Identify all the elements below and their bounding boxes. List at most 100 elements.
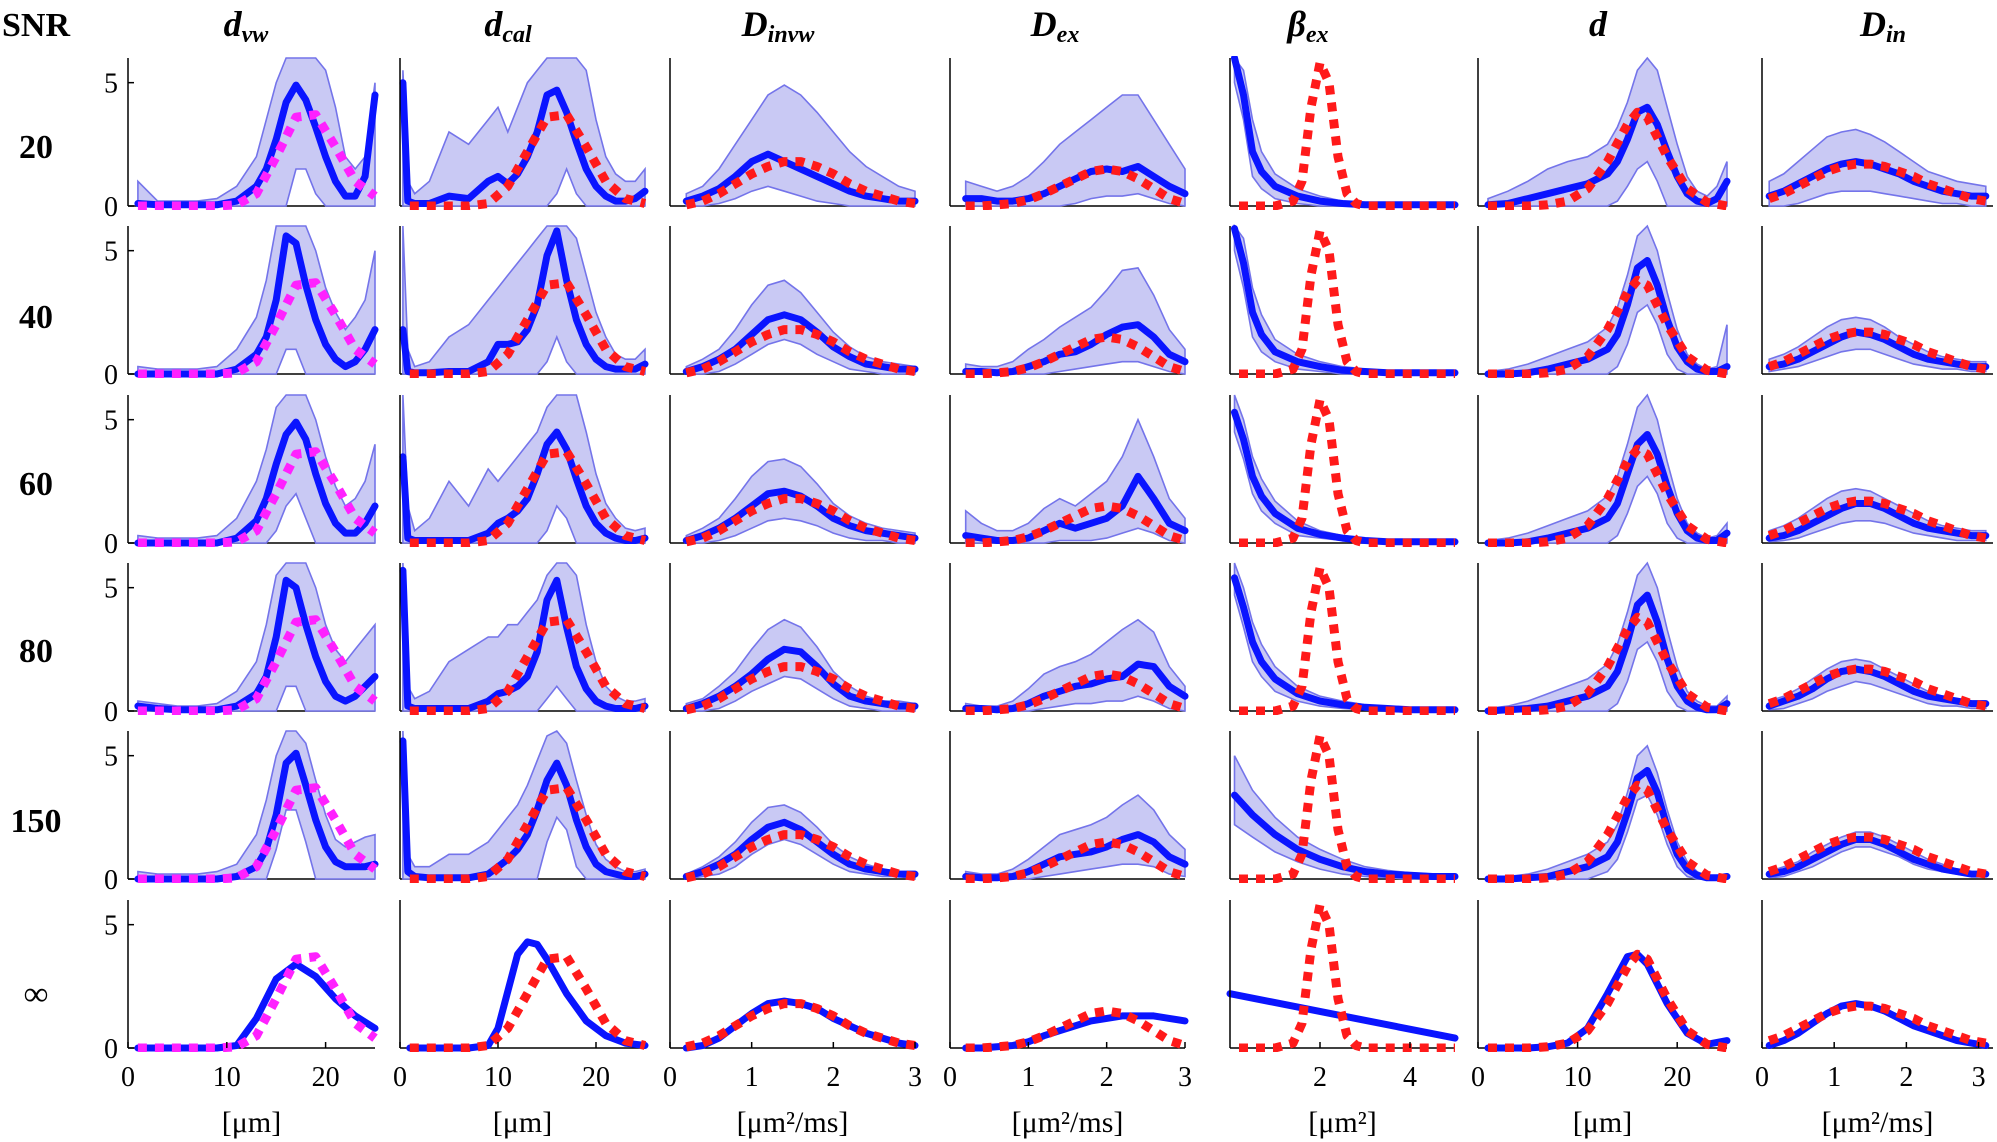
ground-truth-line <box>1488 780 1728 883</box>
column-title: Dinvw <box>741 4 816 48</box>
panel-plot-area <box>670 279 919 378</box>
column-title: βex <box>1285 4 1328 48</box>
estimate-line <box>1484 591 1731 715</box>
panel <box>1761 395 1993 544</box>
panel-plot-area <box>670 804 919 883</box>
uncertainty-band <box>1487 224 1728 375</box>
uncertainty-band <box>1233 394 1456 544</box>
panel <box>1761 900 1993 1049</box>
panel-plot-area <box>950 267 1189 378</box>
ground-truth-line <box>1239 395 1455 547</box>
x-axis-label: [μm²/ms] <box>1012 1106 1124 1139</box>
snr-row-label: 20 <box>19 129 53 166</box>
column-title-main: D <box>741 4 768 44</box>
ground-truth-line <box>409 110 647 210</box>
x-axis-label: [μm²/ms] <box>1822 1106 1934 1139</box>
x-tick-label: 1 <box>745 1062 759 1093</box>
ground-truth-line <box>965 837 1187 883</box>
ground-truth-line <box>1488 107 1728 210</box>
panel <box>669 731 919 883</box>
ground-truth-line <box>965 164 1187 210</box>
y-tick-label: 5 <box>104 911 118 942</box>
panel-plot-area <box>1230 562 1459 715</box>
panel <box>1761 731 1993 880</box>
panel: 05 <box>104 730 379 896</box>
ground-truth-line <box>1488 612 1728 715</box>
panel <box>1226 900 1459 1052</box>
panel-plot-area <box>1230 224 1459 378</box>
y-tick-label: 0 <box>104 697 118 728</box>
ground-truth-line <box>409 952 647 1052</box>
uncertainty-band <box>964 267 1186 375</box>
ground-truth-line <box>1239 58 1455 210</box>
y-tick-label: 5 <box>104 742 118 773</box>
estimate-line <box>399 566 649 712</box>
uncertainty-band <box>402 57 646 207</box>
x-tick-label: 1 <box>1021 1062 1035 1093</box>
column-title-main: d <box>1589 4 1608 44</box>
panel <box>399 57 649 210</box>
column-title: dcal <box>484 4 532 48</box>
uncertainty-band <box>964 417 1186 544</box>
panel: 05 <box>104 900 379 1065</box>
x-tick-label: 1 <box>1827 1062 1841 1093</box>
estimate-line <box>1231 574 1459 714</box>
column-title: dvw <box>224 4 270 48</box>
uncertainty-band <box>402 394 646 544</box>
panel: 05 <box>104 562 379 728</box>
snr-row-labels: 20 40 60 80 150 ∞ <box>11 129 62 1013</box>
snr-row-header: SNR <box>2 7 70 44</box>
panel-plot-area <box>1762 487 1993 544</box>
panel-plot-area <box>1478 393 1731 547</box>
x-axis-label: [μm²/ms] <box>737 1106 849 1139</box>
snr-row-label: ∞ <box>24 976 48 1013</box>
y-tick-label: 0 <box>104 1034 118 1065</box>
x-axis: 0 10 20 [μm] <box>1471 1042 1691 1139</box>
estimate-line <box>1765 836 1990 878</box>
ground-truth-line <box>965 1006 1187 1052</box>
ground-truth-line <box>137 447 378 547</box>
x-tick-label: 0 <box>121 1062 135 1093</box>
x-tick-label: 0 <box>943 1062 957 1093</box>
uncertainty-band <box>964 94 1186 207</box>
panel <box>399 394 649 547</box>
ground-truth-line <box>685 494 916 547</box>
estimate-line <box>399 227 649 377</box>
x-tick-label: 2 <box>1313 1062 1327 1093</box>
ground-truth-line <box>137 278 378 378</box>
panel <box>1761 226 1993 375</box>
x-tick-label: 4 <box>1403 1062 1417 1093</box>
estimate-line <box>1484 431 1731 547</box>
panel <box>399 900 649 1052</box>
x-axis-label: [μm] <box>1573 1106 1632 1139</box>
column-title-main: d <box>224 4 243 44</box>
x-tick-label: 20 <box>312 1062 340 1093</box>
column-title-subscript: ex <box>1306 22 1329 48</box>
ground-truth-line <box>1767 496 1987 543</box>
column-title-subscript: ex <box>1057 22 1080 48</box>
x-tick-label: 0 <box>1755 1062 1769 1093</box>
panel-plot-area <box>950 1006 1189 1052</box>
panel-plot-area <box>399 562 649 715</box>
panel-plot-area <box>1478 224 1731 378</box>
panel-plot-area <box>128 394 379 547</box>
panel <box>669 563 919 715</box>
panel-plot-area <box>400 938 649 1052</box>
panel-plot-area <box>399 394 649 547</box>
panel <box>1477 56 1731 210</box>
panel-plot-area <box>128 562 379 715</box>
x-tick-label: 3 <box>1972 1062 1986 1093</box>
column-title-main: d <box>484 4 503 44</box>
ground-truth-line <box>137 615 378 715</box>
panel <box>1761 58 1993 207</box>
y-tick-label: 5 <box>104 237 118 268</box>
ground-truth-line <box>409 615 647 715</box>
y-tick-label: 0 <box>104 529 118 560</box>
panel <box>1477 731 1731 883</box>
ground-truth-line <box>1488 275 1728 378</box>
panel <box>1477 900 1731 1052</box>
ground-truth-line <box>1488 949 1728 1052</box>
panel <box>669 900 919 1052</box>
panel-plot-area <box>1762 316 1993 375</box>
